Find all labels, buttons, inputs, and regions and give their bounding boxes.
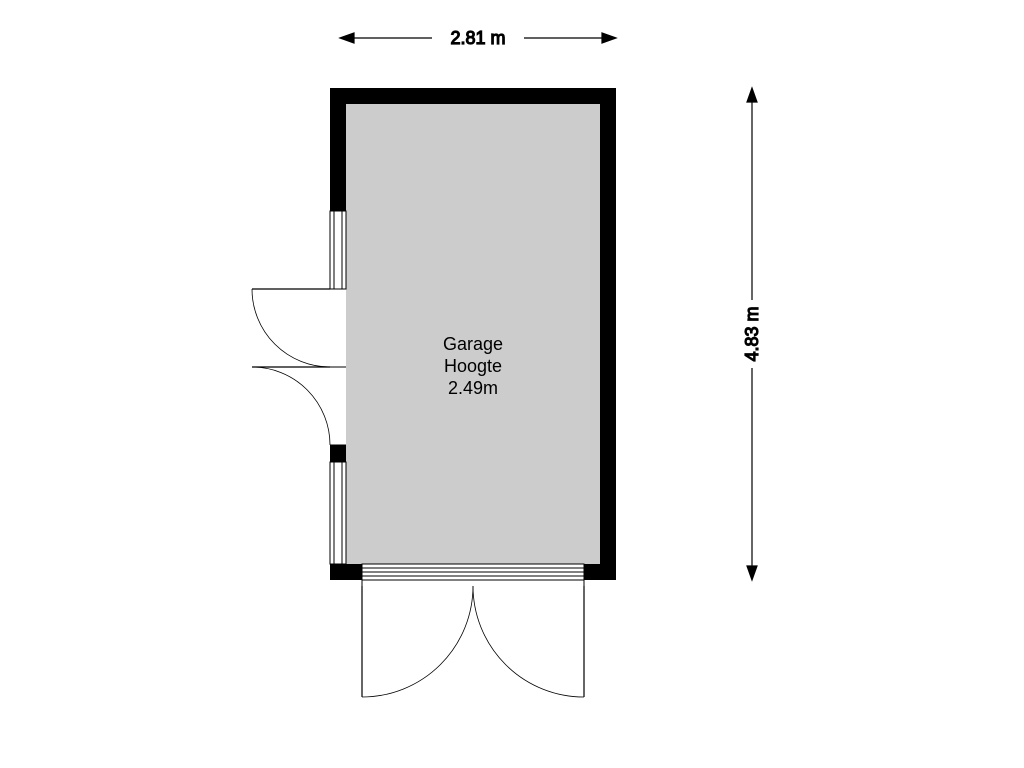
room-height-label: Hoogte [444,356,502,376]
dimension-width: 2.81 m [340,28,616,48]
wall-top [330,88,616,104]
room-label: Garage Hoogte 2.49m [443,334,503,398]
bottom-opening-frame [362,564,584,588]
dimension-height-label: 4.83 m [742,306,762,361]
room-height-value: 2.49m [448,378,498,398]
left-doors [252,289,330,445]
room-name: Garage [443,334,503,354]
wall-right [600,88,616,580]
wall-left-pillar [330,445,346,462]
bottom-doors [362,586,584,697]
dimension-height: 4.83 m [742,88,762,580]
dimension-width-label: 2.81 m [450,28,505,48]
left-opening-frames [330,211,346,564]
wall-bottom-left [330,564,362,580]
wall-left-upper [330,88,346,211]
wall-bottom-right [584,564,616,580]
floorplan-diagram: 2.81 m 4.83 m Garage Hoogte 2.49m [0,0,1024,768]
left-doors-clean [252,211,330,289]
